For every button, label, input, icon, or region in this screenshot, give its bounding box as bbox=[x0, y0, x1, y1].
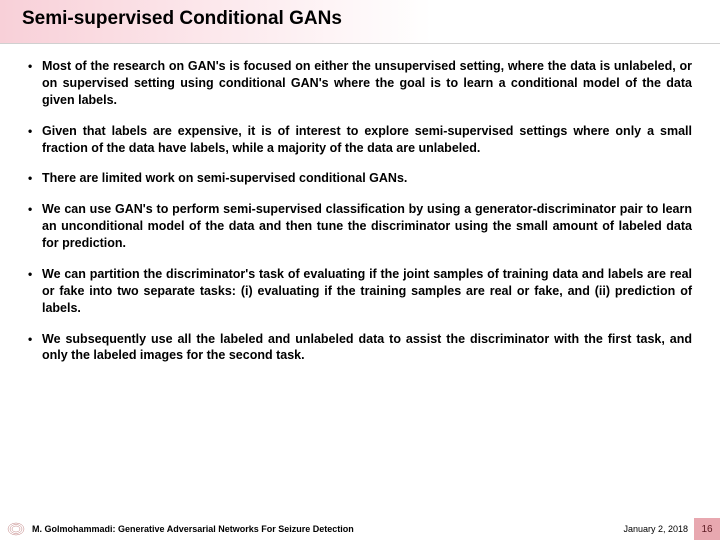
bullet-marker: • bbox=[28, 331, 42, 365]
footer-date: January 2, 2018 bbox=[623, 524, 688, 534]
footer-page-number: 16 bbox=[694, 518, 720, 540]
bullet-text: Given that labels are expensive, it is o… bbox=[42, 123, 692, 157]
bullet-item: • We can use GAN's to perform semi-super… bbox=[28, 201, 692, 252]
bullet-item: • There are limited work on semi-supervi… bbox=[28, 170, 692, 187]
bullet-text: Most of the research on GAN's is focused… bbox=[42, 58, 692, 109]
bullet-text: There are limited work on semi-supervise… bbox=[42, 170, 692, 187]
slide-title: Semi-supervised Conditional GANs bbox=[22, 8, 720, 30]
slide-footer: M. Golmohammadi: Generative Adversarial … bbox=[0, 518, 720, 540]
footer-author: M. Golmohammadi: Generative Adversarial … bbox=[32, 524, 623, 534]
bullet-text: We subsequently use all the labeled and … bbox=[42, 331, 692, 365]
footer-logo-icon bbox=[4, 520, 28, 538]
slide-header: Semi-supervised Conditional GANs bbox=[0, 0, 720, 44]
slide-content: • Most of the research on GAN's is focus… bbox=[0, 44, 720, 364]
bullet-marker: • bbox=[28, 266, 42, 317]
bullet-item: • We subsequently use all the labeled an… bbox=[28, 331, 692, 365]
bullet-item: • Given that labels are expensive, it is… bbox=[28, 123, 692, 157]
bullet-marker: • bbox=[28, 123, 42, 157]
bullet-text: We can use GAN's to perform semi-supervi… bbox=[42, 201, 692, 252]
bullet-item: • We can partition the discriminator's t… bbox=[28, 266, 692, 317]
bullet-marker: • bbox=[28, 58, 42, 109]
bullet-text: We can partition the discriminator's tas… bbox=[42, 266, 692, 317]
bullet-marker: • bbox=[28, 170, 42, 187]
bullet-item: • Most of the research on GAN's is focus… bbox=[28, 58, 692, 109]
bullet-marker: • bbox=[28, 201, 42, 252]
